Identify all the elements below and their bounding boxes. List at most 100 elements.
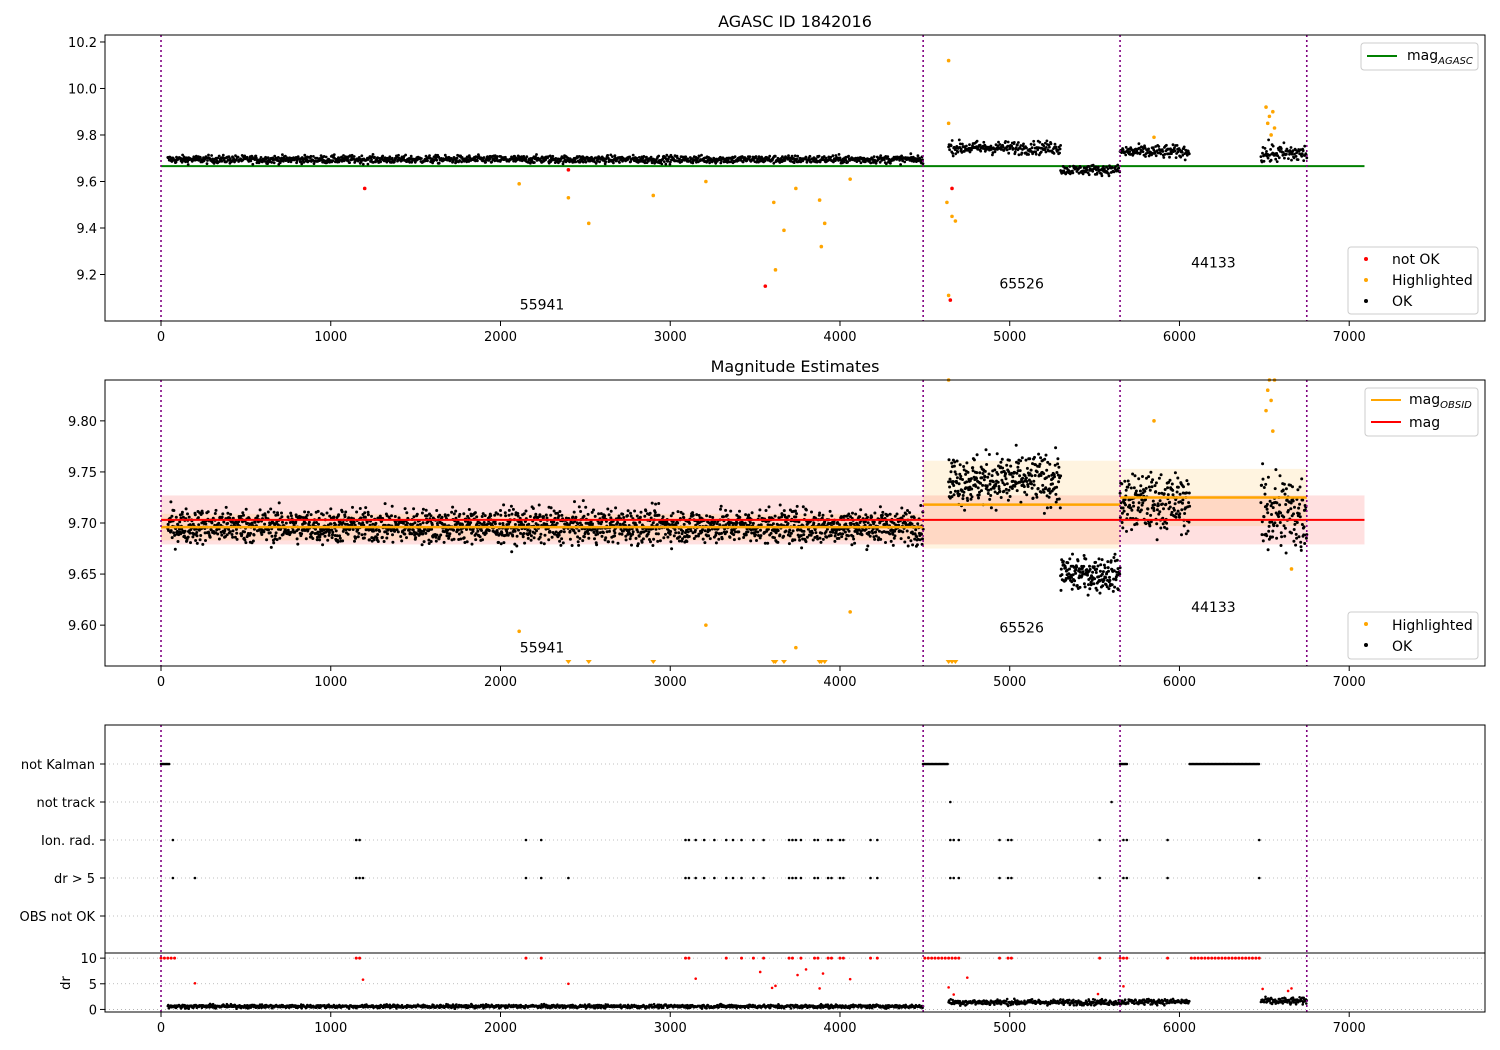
ok-point bbox=[1285, 152, 1288, 156]
ok-point bbox=[1043, 148, 1047, 152]
ok-point bbox=[789, 531, 793, 535]
ok-point bbox=[978, 143, 982, 147]
ok-point bbox=[997, 487, 1001, 491]
ok-point bbox=[886, 155, 890, 159]
ok-point bbox=[1055, 485, 1059, 489]
ok-point bbox=[847, 529, 851, 533]
ok-point bbox=[181, 153, 185, 157]
ok-point bbox=[552, 509, 556, 513]
ok-point bbox=[708, 528, 712, 532]
ok-point bbox=[1147, 475, 1151, 479]
ok-point bbox=[754, 533, 757, 537]
ok-point bbox=[984, 448, 988, 452]
ok-point bbox=[474, 538, 478, 542]
ok-point bbox=[817, 154, 821, 158]
ok-point bbox=[811, 538, 815, 542]
ok-point bbox=[210, 154, 214, 157]
ok-point bbox=[204, 522, 208, 526]
ok-point bbox=[686, 157, 690, 161]
ok-point bbox=[748, 521, 752, 525]
ok-point bbox=[228, 530, 232, 534]
ok-point bbox=[331, 530, 335, 534]
ok-point bbox=[378, 529, 382, 533]
legend-status-p1: not OK Highlighted OK bbox=[1347, 246, 1479, 315]
ok-point bbox=[559, 543, 563, 547]
ok-point bbox=[344, 510, 348, 514]
ok-point bbox=[1034, 152, 1038, 156]
highlighted-point bbox=[953, 219, 958, 223]
ok-point bbox=[458, 159, 461, 162]
ok-point bbox=[648, 511, 652, 515]
ok-point bbox=[443, 153, 447, 157]
ok-point bbox=[1294, 155, 1298, 158]
ok-point bbox=[1095, 567, 1099, 571]
ok-point bbox=[510, 512, 514, 516]
ok-point bbox=[229, 157, 232, 161]
ok-point bbox=[251, 162, 255, 166]
ok-point bbox=[664, 157, 668, 161]
ok-point bbox=[354, 536, 358, 539]
ok-point bbox=[574, 160, 578, 164]
ok-point bbox=[1057, 480, 1061, 484]
ok-point bbox=[174, 515, 178, 519]
ok-point bbox=[686, 530, 690, 534]
ok-point bbox=[1051, 482, 1054, 486]
ok-point bbox=[1157, 476, 1161, 480]
ok-point bbox=[1259, 155, 1263, 159]
ok-point bbox=[1030, 486, 1034, 490]
ok-point bbox=[539, 532, 543, 536]
ok-point bbox=[1113, 585, 1117, 589]
ok-point bbox=[173, 547, 177, 551]
ok-point bbox=[853, 541, 857, 545]
ok-point bbox=[1020, 456, 1024, 460]
ok-point bbox=[670, 547, 674, 551]
ok-point bbox=[1149, 470, 1153, 474]
ok-point bbox=[605, 530, 609, 534]
ok-point bbox=[1037, 452, 1041, 456]
ok-point bbox=[201, 542, 205, 546]
ok-point bbox=[480, 515, 484, 518]
ok-point bbox=[754, 155, 758, 158]
ok-point bbox=[221, 512, 225, 516]
ok-point bbox=[1101, 570, 1105, 574]
ok-point bbox=[1126, 512, 1129, 516]
ok-point bbox=[1038, 462, 1042, 466]
ok-point bbox=[958, 142, 962, 146]
ok-point bbox=[1007, 488, 1011, 492]
ok-point bbox=[795, 504, 799, 508]
ok-point bbox=[538, 535, 542, 539]
ok-point bbox=[622, 516, 626, 519]
ok-point bbox=[465, 540, 469, 544]
ok-point bbox=[644, 509, 648, 513]
ok-point bbox=[609, 509, 613, 513]
ok-point bbox=[1028, 457, 1032, 461]
ok-point bbox=[484, 160, 487, 164]
ok-point bbox=[634, 536, 638, 540]
ok-point bbox=[866, 521, 870, 525]
ok-point bbox=[1163, 525, 1166, 529]
ok-point bbox=[178, 520, 182, 524]
ok-point bbox=[495, 531, 499, 535]
ok-point bbox=[644, 529, 648, 533]
ok-point bbox=[837, 153, 841, 156]
ok-point bbox=[452, 528, 456, 532]
ok-point bbox=[221, 153, 225, 157]
ok-point bbox=[903, 540, 907, 544]
ok-point bbox=[629, 511, 632, 515]
ok-point bbox=[994, 508, 998, 512]
x-tick-label: 5000 bbox=[993, 330, 1026, 345]
ok-point bbox=[630, 543, 633, 547]
ok-point bbox=[1183, 158, 1187, 162]
ok-point bbox=[1076, 559, 1080, 563]
ok-point bbox=[820, 516, 824, 520]
ok-point bbox=[331, 533, 334, 537]
ok-point bbox=[1139, 508, 1143, 512]
ok-point bbox=[405, 511, 409, 515]
ok-point bbox=[1112, 569, 1116, 573]
ok-point bbox=[1043, 457, 1047, 461]
ok-point bbox=[521, 535, 525, 539]
ok-point bbox=[677, 539, 681, 543]
ok-point bbox=[1094, 165, 1098, 169]
ok-point bbox=[687, 535, 691, 538]
ok-point bbox=[361, 521, 365, 525]
